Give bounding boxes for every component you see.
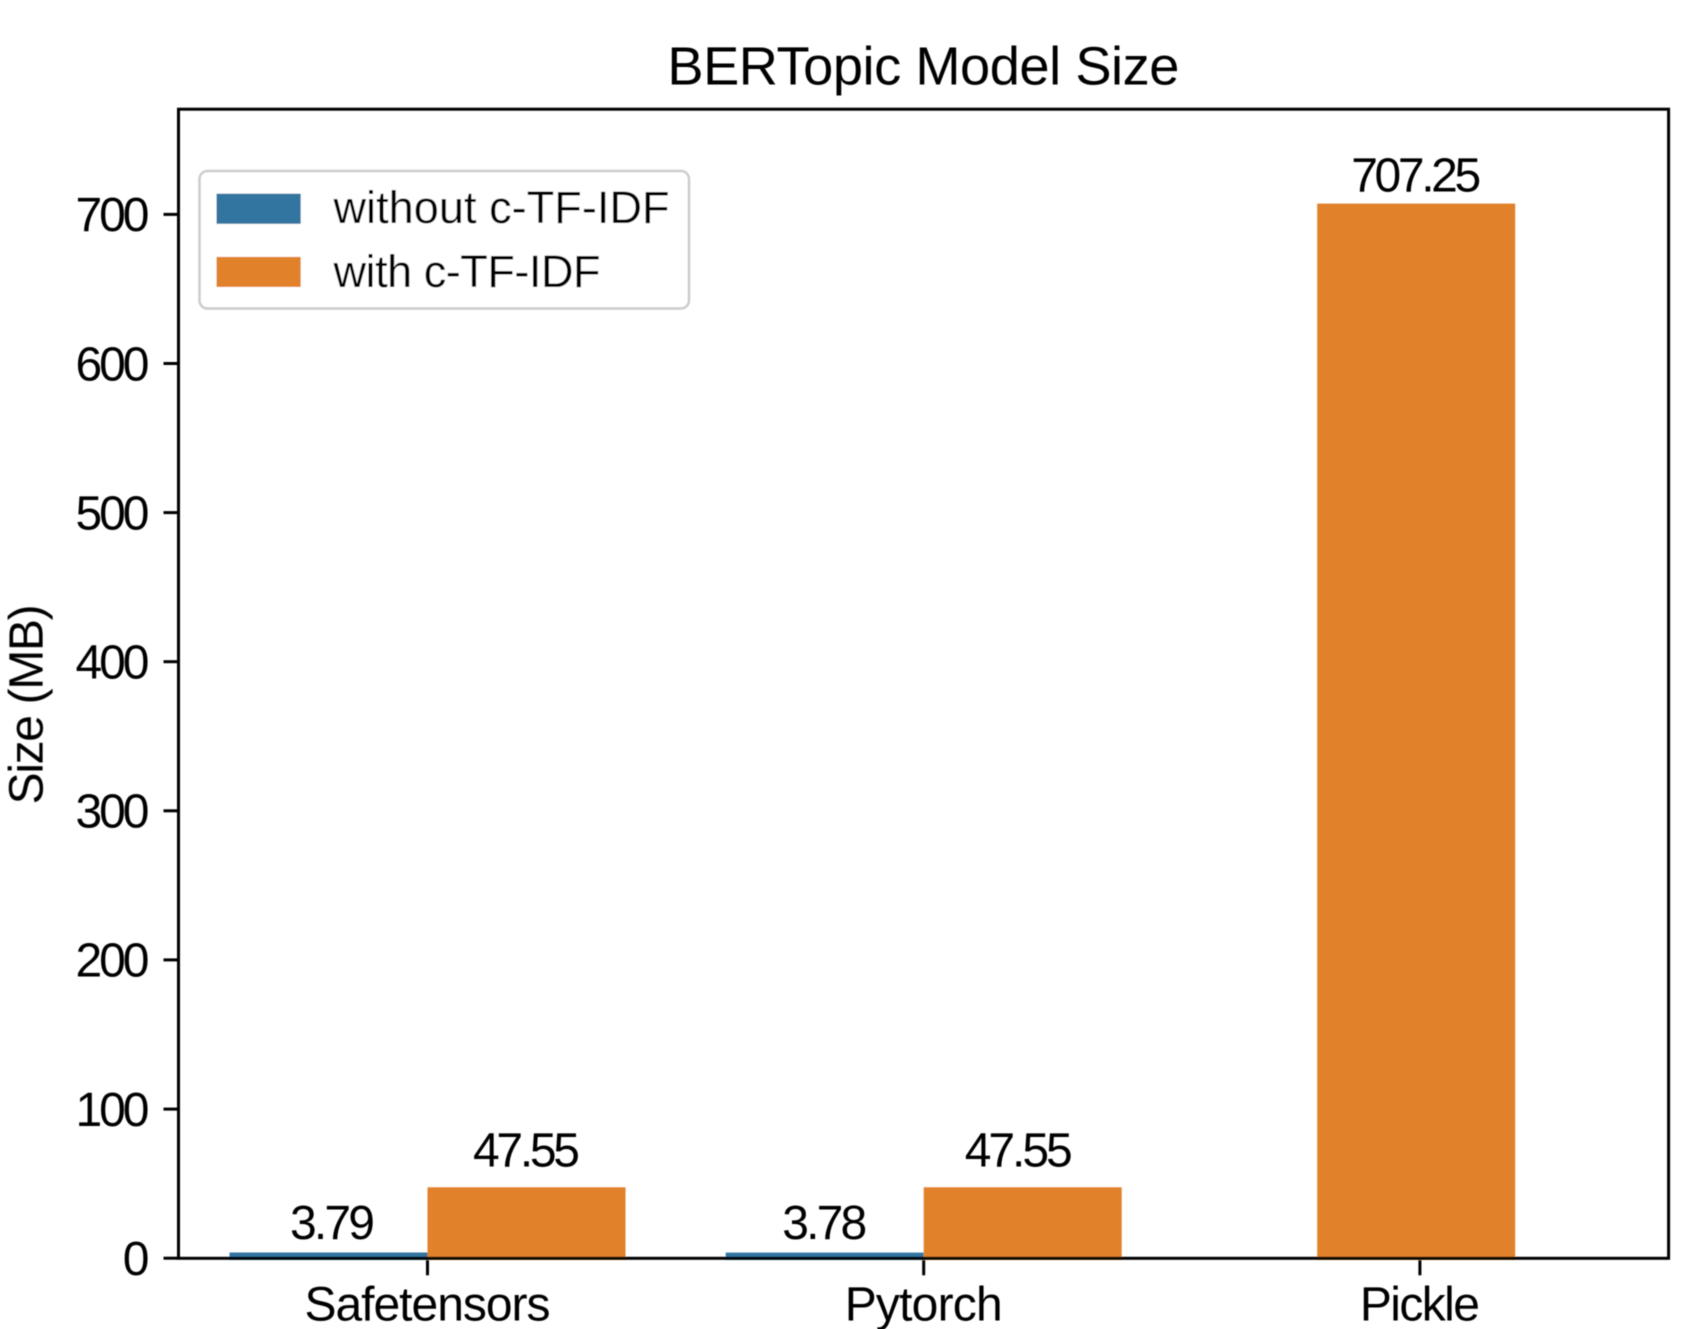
svg-text:47.55: 47.55: [473, 1125, 580, 1178]
svg-text:707.25: 707.25: [1351, 150, 1481, 203]
svg-text:300: 300: [76, 786, 150, 839]
svg-text:3.78: 3.78: [782, 1197, 867, 1250]
svg-text:200: 200: [76, 935, 150, 988]
svg-text:without c-TF-IDF: without c-TF-IDF: [333, 182, 670, 233]
svg-text:500: 500: [76, 487, 150, 540]
svg-text:100: 100: [76, 1084, 150, 1137]
svg-text:400: 400: [76, 637, 150, 690]
svg-text:Size (MB): Size (MB): [1, 604, 54, 804]
svg-text:Safetensors: Safetensors: [305, 1279, 551, 1329]
svg-text:3.79: 3.79: [290, 1197, 375, 1250]
svg-text:47.55: 47.55: [965, 1125, 1073, 1178]
svg-text:Pytorch: Pytorch: [845, 1279, 1003, 1329]
svg-text:700: 700: [76, 189, 150, 242]
svg-text:0: 0: [123, 1233, 150, 1286]
svg-text:BERTopic Model Size: BERTopic Model Size: [667, 36, 1179, 96]
svg-text:with c-TF-IDF: with c-TF-IDF: [333, 246, 601, 297]
svg-text:Pickle: Pickle: [1360, 1279, 1480, 1329]
svg-text:600: 600: [76, 338, 150, 391]
